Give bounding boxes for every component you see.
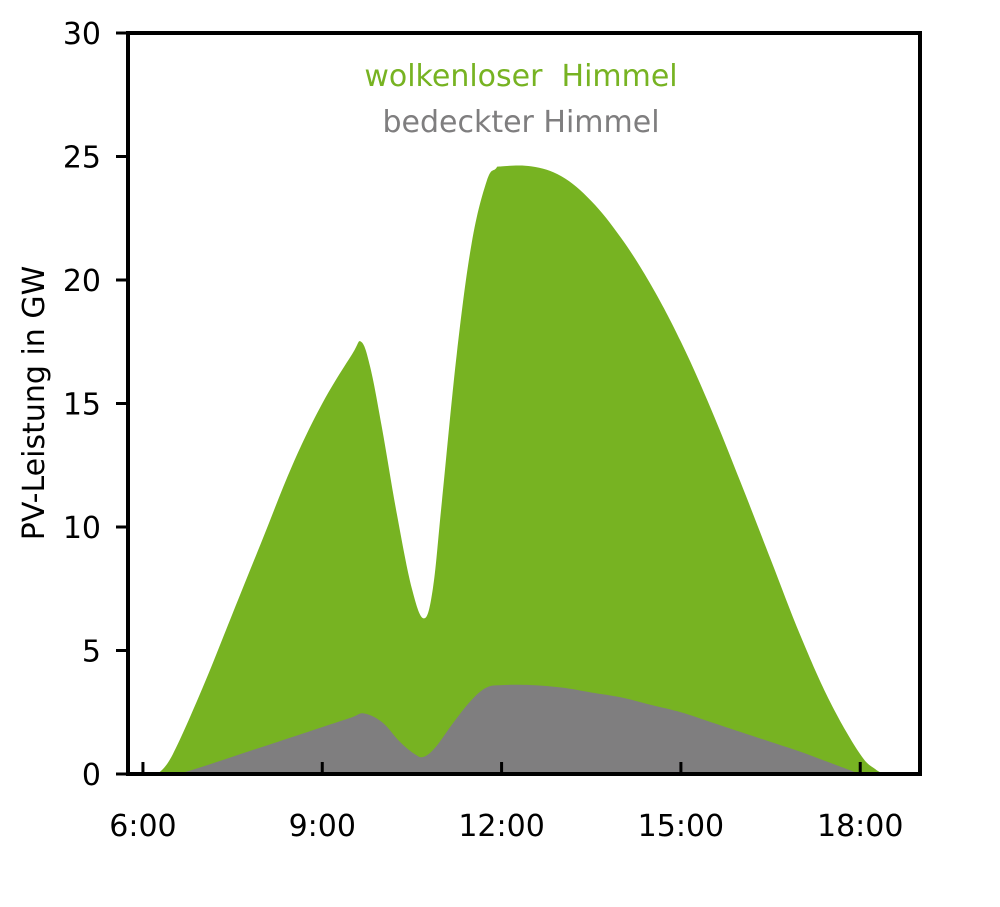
y-tick-label: 10 (63, 511, 101, 546)
y-tick-label: 20 (63, 264, 101, 299)
y-tick-label: 30 (63, 17, 101, 52)
area-series-layer (157, 165, 885, 774)
x-tick-label: 12:00 (458, 809, 544, 844)
x-axis: 6:00 9:00 12:00 15:00 18:00 (109, 762, 903, 844)
y-tick-label: 5 (82, 635, 101, 670)
x-tick-label: 9:00 (289, 809, 356, 844)
area-clear-sky (157, 165, 885, 774)
legend: wolkenloser Himmel bedeckter Himmel (364, 59, 677, 140)
x-tick-label: 18:00 (817, 809, 903, 844)
y-tick-label: 25 (63, 141, 101, 176)
x-tick-label: 15:00 (638, 809, 724, 844)
area-overcast-sky (178, 684, 861, 774)
y-axis-title: PV-Leistung in GW (17, 266, 52, 540)
y-tick-label: 0 (82, 758, 101, 793)
legend-entry-overcast-sky: bedeckter Himmel (382, 105, 659, 140)
x-tick-label: 6:00 (109, 809, 176, 844)
y-axis: 0 5 10 15 20 25 30 (63, 17, 128, 793)
legend-entry-clear-sky: wolkenloser Himmel (364, 59, 677, 94)
y-tick-label: 15 (63, 388, 101, 423)
